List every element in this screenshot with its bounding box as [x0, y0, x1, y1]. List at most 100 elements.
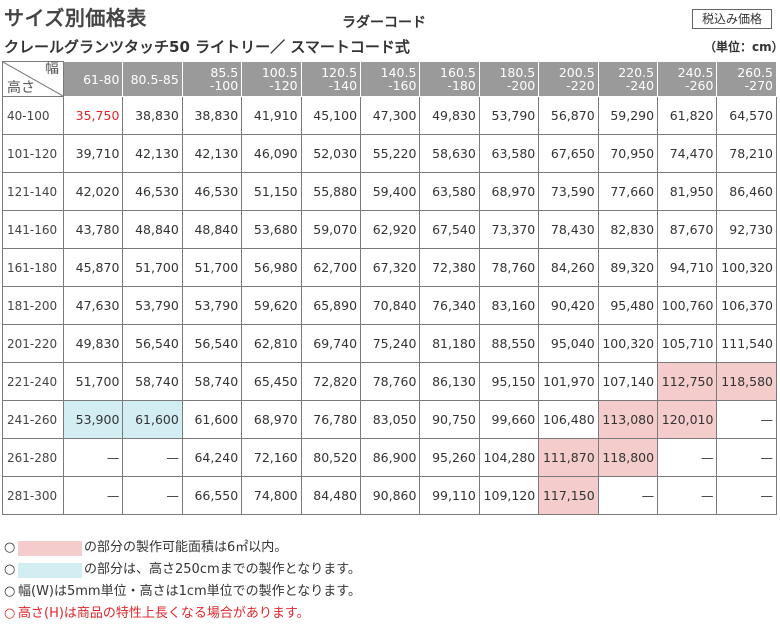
price-cell: —: [122, 476, 183, 515]
price-cell: 100,760: [657, 286, 718, 325]
price-cell: —: [716, 476, 777, 515]
price-cell: 90,860: [360, 476, 421, 515]
price-cell: 80,520: [300, 438, 362, 477]
price-cell: 106,370: [716, 286, 777, 325]
price-cell: 64,570: [716, 96, 777, 135]
row-header: 161-180: [2, 248, 64, 287]
price-cell: —: [716, 400, 777, 439]
price-cell: 74,470: [657, 134, 718, 173]
price-cell: 45,100: [300, 96, 362, 135]
price-cell: 46,090: [241, 134, 302, 173]
price-cell: 56,980: [241, 248, 302, 287]
price-cell: 112,750: [657, 362, 718, 401]
price-cell: 78,760: [478, 248, 540, 287]
price-cell: 41,910: [241, 96, 302, 135]
price-cell: 65,450: [241, 362, 302, 401]
table-row: 40-100 35,750 38,830 38,830 41,910 45,100 47,3…: [2, 96, 777, 135]
price-cell: 86,900: [360, 438, 421, 477]
price-cell: 67,320: [360, 248, 421, 287]
price-table: 幅 高さ 61-80 80.5-85 85.5 -100 100.5 -120 120.5-…: [2, 61, 777, 515]
unit-label: （単位：cm）: [704, 40, 780, 54]
price-cell: 56,540: [122, 324, 183, 363]
column-header-text: 61-80: [83, 71, 120, 87]
column-header-text: 260.5: [737, 65, 773, 80]
price-cell: 38,830: [181, 96, 243, 135]
price-cell: 90,750: [419, 400, 480, 439]
bullet-icon: ○: [4, 606, 16, 621]
column-header: 80.5-85: [122, 61, 183, 97]
column-header-text: 160.5: [440, 65, 476, 80]
column-header: 120.5 -140: [300, 61, 362, 97]
price-cell: 55,220: [360, 134, 421, 173]
price-cell: 100,320: [716, 248, 777, 287]
price-cell: 48,840: [181, 210, 243, 249]
blue-swatch: [18, 562, 82, 578]
price-cell: 86,460: [716, 172, 777, 211]
price-cell: 86,130: [419, 362, 480, 401]
price-cell: 107,140: [597, 362, 659, 401]
price-cell: 51,700: [181, 248, 243, 287]
row-header: 141-160: [2, 210, 64, 249]
column-header: 240.5 -260: [657, 61, 718, 97]
price-cell: 53,790: [122, 286, 183, 325]
price-table-body: 40-100 35,750 38,830 38,830 41,910 45,100 47,3…: [2, 96, 777, 515]
price-cell: 78,210: [716, 134, 777, 173]
height-axis-label: 高さ: [7, 80, 35, 96]
note-blue-area-text: の部分は、高さ250cmまでの製作となります。: [84, 562, 361, 577]
price-cell: 58,740: [122, 362, 183, 401]
price-cell: 42,130: [181, 134, 243, 173]
table-row: 161-180 45,870 51,700 51,700 56,980 62,700 67,…: [2, 248, 777, 287]
note-warning: ○ 高さ(H)は商品の特性上長くなる場合があります。: [4, 603, 361, 625]
price-cell: 64,240: [181, 438, 243, 477]
column-header: 180.5 -200: [478, 61, 540, 97]
price-cell: 95,480: [597, 286, 659, 325]
price-cell: 83,160: [478, 286, 540, 325]
price-cell: 62,700: [300, 248, 362, 287]
column-header-text: -180: [447, 78, 476, 93]
price-cell: —: [597, 476, 659, 515]
row-header: 40-100: [2, 96, 64, 135]
column-header-text: -200: [506, 78, 536, 93]
price-cell: 73,370: [478, 210, 540, 249]
price-cell: 117,150: [538, 476, 599, 515]
price-cell: 88,550: [478, 324, 540, 363]
notes: ○ の部分の製作可能面積は6㎡以内。 ○ の部分は、高さ250cmまでの製作とな…: [4, 537, 361, 625]
column-header-text: 220.5: [618, 65, 655, 80]
price-cell: 51,150: [241, 172, 302, 211]
price-cell: 52,030: [300, 134, 362, 173]
column-header: 160.5 -180: [419, 61, 480, 97]
price-cell: 58,630: [419, 134, 480, 173]
table-row: 181-200 47,630 53,790 53,790 59,620 65,890 70,…: [2, 286, 777, 325]
price-cell: 53,790: [478, 96, 540, 135]
column-header-text: 85.5: [210, 65, 239, 80]
price-cell: 67,650: [538, 134, 599, 173]
row-header: 101-120: [2, 134, 64, 173]
row-header: 281-300: [2, 476, 64, 515]
price-cell: —: [62, 476, 124, 515]
red-swatch: [18, 540, 82, 556]
price-cell: 39,710: [62, 134, 124, 173]
price-cell: 47,300: [360, 96, 421, 135]
price-cell: 72,160: [241, 438, 302, 477]
price-cell: 56,540: [181, 324, 243, 363]
price-cell: 74,800: [241, 476, 302, 515]
price-cell: 81,950: [657, 172, 718, 211]
price-cell: 118,580: [716, 362, 777, 401]
column-header-text: -140: [328, 78, 358, 93]
price-cell: 63,580: [478, 134, 540, 173]
note-units-text: 幅(W)は5mm単位・高さは1cm単位での製作となります。: [18, 584, 361, 599]
product-name: クレールグランツタッチ50 ライトリー／ スマートコード式: [4, 38, 410, 56]
column-header-text: -220: [566, 78, 595, 93]
price-cell: 42,130: [122, 134, 183, 173]
price-cell: 75,240: [360, 324, 421, 363]
price-cell: 53,680: [241, 210, 302, 249]
price-cell: 101,970: [538, 362, 599, 401]
column-header: 61-80: [62, 61, 124, 97]
column-header-text: -100: [209, 78, 239, 93]
price-cell: 35,750: [62, 96, 124, 135]
row-header: 261-280: [2, 438, 64, 477]
price-cell: 68,970: [241, 400, 302, 439]
price-cell: 94,710: [657, 248, 718, 287]
price-cell: 43,780: [62, 210, 124, 249]
price-cell: 53,900: [62, 400, 124, 439]
